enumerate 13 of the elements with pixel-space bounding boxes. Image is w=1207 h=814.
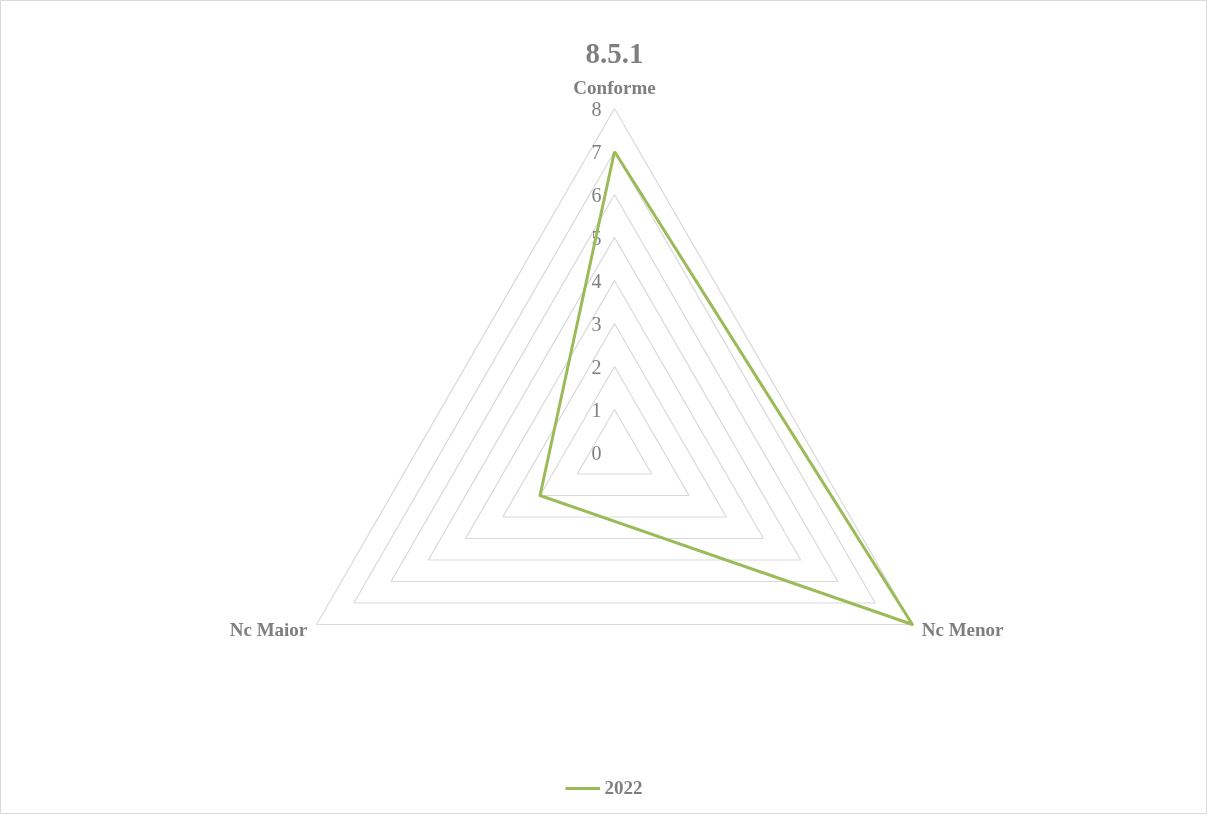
chart-title: 8.5.1 (585, 37, 644, 70)
legend-label: 2022 (604, 777, 643, 799)
spoke-label: Nc Menor (921, 619, 1005, 641)
spoke-label: Nc Maior (229, 619, 308, 641)
y-tick-label: 1 (591, 398, 602, 421)
y-tick-label: 0 (591, 441, 602, 464)
y-tick-label: 6 (591, 183, 602, 206)
y-tick-label: 2 (591, 355, 602, 378)
y-tick-label: 8 (591, 97, 602, 120)
y-tick-label: 4 (591, 269, 602, 292)
y-tick-label: 3 (591, 312, 602, 335)
spoke-label: Conforme (573, 76, 656, 98)
y-tick-label: 7 (591, 140, 602, 163)
